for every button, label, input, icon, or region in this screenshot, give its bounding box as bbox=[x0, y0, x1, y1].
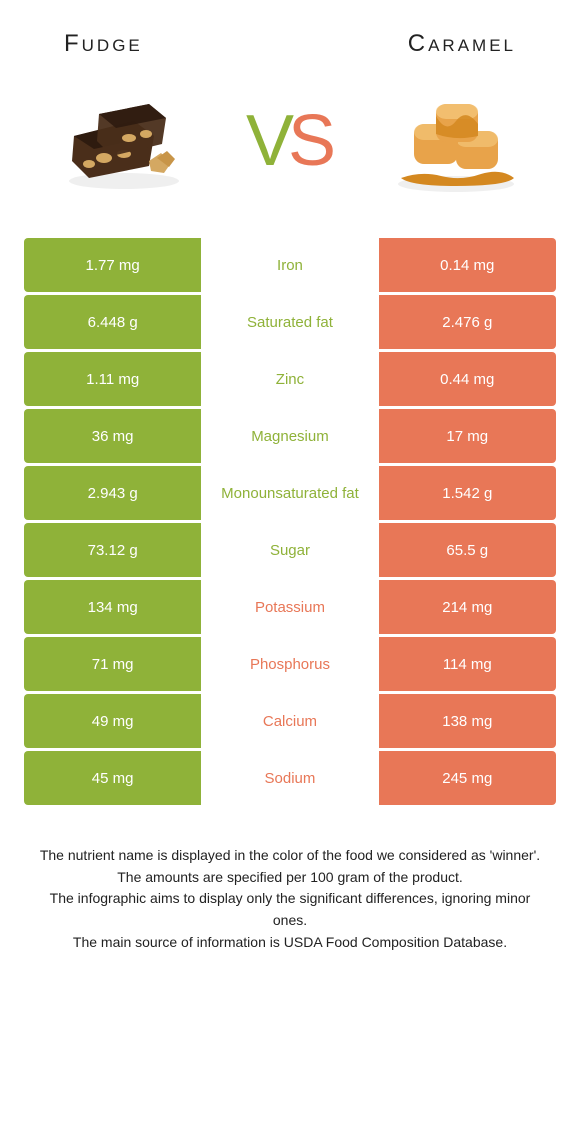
table-row: 134 mgPotassium214 mg bbox=[24, 580, 556, 634]
cell-food-b-value: 2.476 g bbox=[379, 295, 556, 349]
cell-food-a-value: 49 mg bbox=[24, 694, 201, 748]
food-a-image bbox=[54, 86, 194, 196]
cell-food-b-value: 0.14 mg bbox=[379, 238, 556, 292]
food-b-image bbox=[386, 86, 526, 196]
cell-food-a-value: 1.77 mg bbox=[24, 238, 201, 292]
cell-food-b-value: 114 mg bbox=[379, 637, 556, 691]
cell-nutrient-name: Saturated fat bbox=[201, 295, 378, 349]
cell-food-b-value: 214 mg bbox=[379, 580, 556, 634]
table-row: 49 mgCalcium138 mg bbox=[24, 694, 556, 748]
footer-line-2: The amounts are specified per 100 gram o… bbox=[34, 867, 546, 889]
vs-label: V S bbox=[246, 100, 334, 182]
table-row: 6.448 gSaturated fat2.476 g bbox=[24, 295, 556, 349]
vs-v-letter: V bbox=[246, 100, 292, 182]
cell-nutrient-name: Zinc bbox=[201, 352, 378, 406]
table-row: 71 mgPhosphorus114 mg bbox=[24, 637, 556, 691]
cell-nutrient-name: Phosphorus bbox=[201, 637, 378, 691]
cell-nutrient-name: Iron bbox=[201, 238, 378, 292]
cell-food-b-value: 65.5 g bbox=[379, 523, 556, 577]
cell-nutrient-name: Magnesium bbox=[201, 409, 378, 463]
cell-food-a-value: 73.12 g bbox=[24, 523, 201, 577]
cell-food-a-value: 71 mg bbox=[24, 637, 201, 691]
cell-nutrient-name: Sugar bbox=[201, 523, 378, 577]
cell-food-b-value: 0.44 mg bbox=[379, 352, 556, 406]
header-row: Fudge Caramel bbox=[24, 20, 556, 88]
table-row: 45 mgSodium245 mg bbox=[24, 751, 556, 805]
vs-row: V S bbox=[24, 88, 556, 238]
cell-food-a-value: 1.11 mg bbox=[24, 352, 201, 406]
cell-nutrient-name: Sodium bbox=[201, 751, 378, 805]
table-row: 2.943 gMonounsaturated fat1.542 g bbox=[24, 466, 556, 520]
cell-food-b-value: 138 mg bbox=[379, 694, 556, 748]
cell-food-a-value: 134 mg bbox=[24, 580, 201, 634]
table-row: 1.11 mgZinc0.44 mg bbox=[24, 352, 556, 406]
cell-food-b-value: 1.542 g bbox=[379, 466, 556, 520]
cell-food-a-value: 6.448 g bbox=[24, 295, 201, 349]
footer-line-3: The infographic aims to display only the… bbox=[34, 888, 546, 931]
food-a-title: Fudge bbox=[64, 30, 143, 58]
cell-food-b-value: 17 mg bbox=[379, 409, 556, 463]
table-row: 1.77 mgIron0.14 mg bbox=[24, 238, 556, 292]
cell-nutrient-name: Monounsaturated fat bbox=[201, 466, 378, 520]
footer-notes: The nutrient name is displayed in the co… bbox=[24, 805, 556, 953]
cell-food-a-value: 36 mg bbox=[24, 409, 201, 463]
table-row: 73.12 gSugar65.5 g bbox=[24, 523, 556, 577]
cell-nutrient-name: Calcium bbox=[201, 694, 378, 748]
vs-s-letter: S bbox=[288, 100, 334, 182]
footer-line-4: The main source of information is USDA F… bbox=[34, 932, 546, 954]
comparison-table: 1.77 mgIron0.14 mg6.448 gSaturated fat2.… bbox=[24, 238, 556, 805]
cell-food-a-value: 45 mg bbox=[24, 751, 201, 805]
food-b-title: Caramel bbox=[408, 30, 516, 58]
footer-line-1: The nutrient name is displayed in the co… bbox=[34, 845, 546, 867]
table-row: 36 mgMagnesium17 mg bbox=[24, 409, 556, 463]
cell-nutrient-name: Potassium bbox=[201, 580, 378, 634]
cell-food-b-value: 245 mg bbox=[379, 751, 556, 805]
cell-food-a-value: 2.943 g bbox=[24, 466, 201, 520]
